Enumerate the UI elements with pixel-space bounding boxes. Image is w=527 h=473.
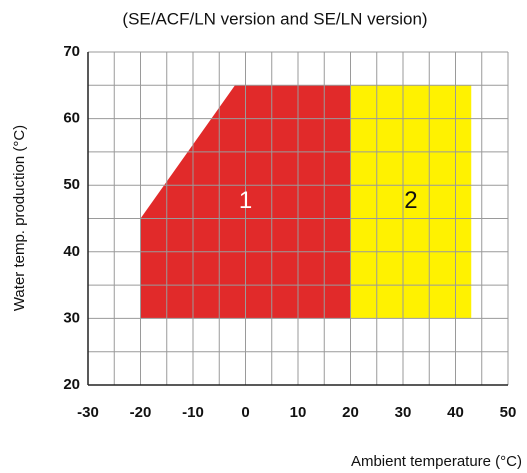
region: [350, 85, 472, 319]
y-tick-label: 40: [63, 243, 80, 260]
region-label: 2: [404, 187, 417, 214]
region-label: 1: [239, 187, 252, 214]
x-tick-label: 10: [290, 404, 307, 421]
x-tick-label: -20: [130, 404, 152, 421]
x-tick-label: 30: [395, 404, 412, 421]
x-tick-label: 50: [500, 404, 517, 421]
chart-title: (SE/ACF/LN version and SE/LN version): [122, 9, 427, 28]
y-tick-label: 20: [63, 376, 80, 393]
x-axis-label: Ambient temperature (°C): [351, 453, 522, 470]
y-tick-label: 30: [63, 309, 80, 326]
x-tick-label: 20: [342, 404, 359, 421]
x-tick-label: -10: [182, 404, 204, 421]
y-tick-label: 60: [63, 110, 80, 127]
y-tick-label: 50: [63, 176, 80, 193]
x-tick-label: -30: [77, 404, 99, 421]
x-tick-label: 0: [241, 404, 249, 421]
y-axis-label: Water temp. production (°C): [11, 125, 28, 311]
x-tick-label: 40: [447, 404, 464, 421]
y-tick-label: 70: [63, 43, 80, 60]
